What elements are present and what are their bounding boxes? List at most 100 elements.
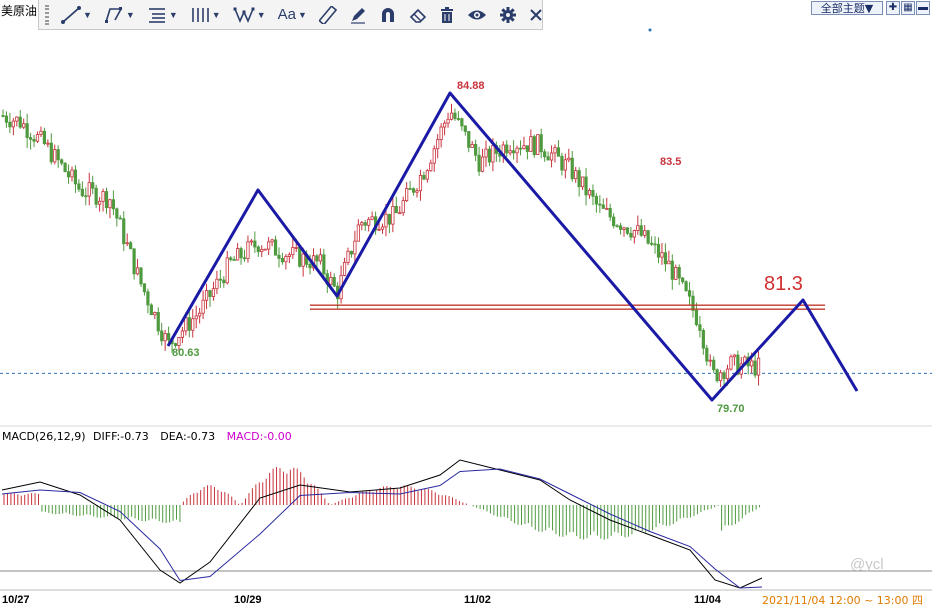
candle-body (70, 169, 74, 178)
diff-line (1, 459, 763, 589)
pattern-tool-button[interactable]: ▼ (233, 6, 266, 24)
eraser-button[interactable] (409, 6, 427, 24)
candle-body (584, 176, 588, 196)
text-tool-icon: Aa (277, 6, 296, 23)
candle-body (750, 360, 754, 367)
candle-body (632, 230, 636, 238)
candle-body (318, 254, 323, 262)
candle-body (684, 281, 688, 292)
eye-button[interactable] (467, 6, 487, 24)
candle-body (622, 227, 626, 230)
pen-icon (350, 7, 365, 24)
candle-body (98, 200, 102, 205)
zoom-out-button[interactable]: ▬ (916, 1, 930, 15)
candle-body (415, 190, 419, 193)
candle-body (477, 154, 481, 172)
candle-body (346, 250, 350, 263)
candle-body (25, 123, 29, 138)
candle-body (235, 248, 240, 261)
candle-body (163, 333, 167, 342)
candle-body (456, 118, 461, 120)
fib-tool-button[interactable]: ▼ (147, 6, 178, 24)
candle-body (249, 240, 253, 243)
candle-body (329, 276, 333, 285)
macd-value: MACD:-0.00 (226, 430, 292, 443)
layout-button[interactable]: ▦ (901, 1, 915, 15)
pattern-tool-icon (233, 7, 255, 23)
candle-body (660, 252, 664, 258)
candle-body (35, 134, 40, 142)
candle-body (349, 250, 354, 255)
candle-body (387, 213, 392, 225)
candle-body (149, 304, 153, 316)
candle-body (222, 279, 226, 284)
candle-body (701, 329, 705, 349)
candle-body (532, 136, 536, 155)
candle-body (115, 208, 119, 219)
fib-tool-icon (148, 7, 165, 23)
ruler-icon (318, 5, 337, 24)
candle-body (539, 134, 543, 153)
candle-body (681, 277, 685, 283)
candle-body (180, 330, 184, 338)
candle-body (218, 278, 222, 281)
parallel-lines-button[interactable]: ▼ (190, 6, 221, 24)
candle-body (229, 257, 233, 260)
candle-body (1, 115, 5, 117)
polyline-tool-icon (104, 6, 123, 23)
candle-body (11, 120, 15, 128)
candle-body (263, 248, 267, 251)
candle-body (574, 170, 578, 180)
gear-icon (499, 6, 516, 23)
candle-body (132, 248, 136, 275)
x-tick-label: 11/02 (464, 594, 491, 605)
polyline-tool-button[interactable]: ▼ (104, 6, 135, 24)
theme-selector-button[interactable]: 全部主题▼ (811, 1, 883, 15)
candle-body (308, 263, 312, 269)
candle-body (474, 144, 478, 156)
candle-body (667, 260, 671, 265)
instrument-title: 美原油 (1, 4, 38, 18)
close-icon (530, 8, 542, 21)
trash-button[interactable] (439, 6, 455, 24)
candle-body (432, 148, 436, 164)
candle-body (725, 368, 730, 380)
candle-body (708, 359, 712, 362)
candle-body (518, 147, 523, 150)
magnet-icon (381, 7, 394, 22)
pivot-label: 79.70 (717, 403, 745, 415)
candle-body (142, 283, 147, 293)
candle-body (636, 225, 640, 231)
candle-body (512, 150, 516, 154)
magnet-button[interactable] (379, 6, 397, 24)
candle-body (439, 126, 443, 140)
candle-body (60, 159, 64, 164)
candle-body (277, 254, 281, 259)
macd-histogram (3, 466, 761, 540)
pen-button[interactable] (349, 6, 367, 24)
candle-body (356, 224, 360, 242)
line-tool-button[interactable]: ▼ (61, 5, 92, 24)
candle-body (39, 130, 43, 135)
candle-body (508, 150, 512, 154)
settings-button[interactable] (499, 6, 517, 24)
text-tool-button[interactable]: Aa ▼ (277, 6, 307, 23)
x-tick-label: 10/27 (2, 594, 30, 605)
candle-body (242, 257, 247, 260)
candle-body (280, 258, 285, 263)
candle-body (605, 207, 609, 210)
candle-body (194, 315, 198, 320)
ruler-button[interactable] (318, 5, 337, 24)
candle-body (460, 118, 464, 127)
candle-body (111, 199, 115, 210)
candle-body (491, 145, 495, 163)
close-toolbar-button[interactable] (529, 8, 543, 22)
candle-body (4, 115, 9, 123)
candle-body (646, 230, 650, 244)
toolbar-grip-handle[interactable] (45, 4, 49, 25)
candle-body (284, 256, 288, 263)
candle-body (615, 225, 619, 228)
crosshair-button[interactable]: ✚ (886, 1, 900, 15)
candle-body (139, 267, 143, 285)
candle-body (411, 188, 416, 193)
